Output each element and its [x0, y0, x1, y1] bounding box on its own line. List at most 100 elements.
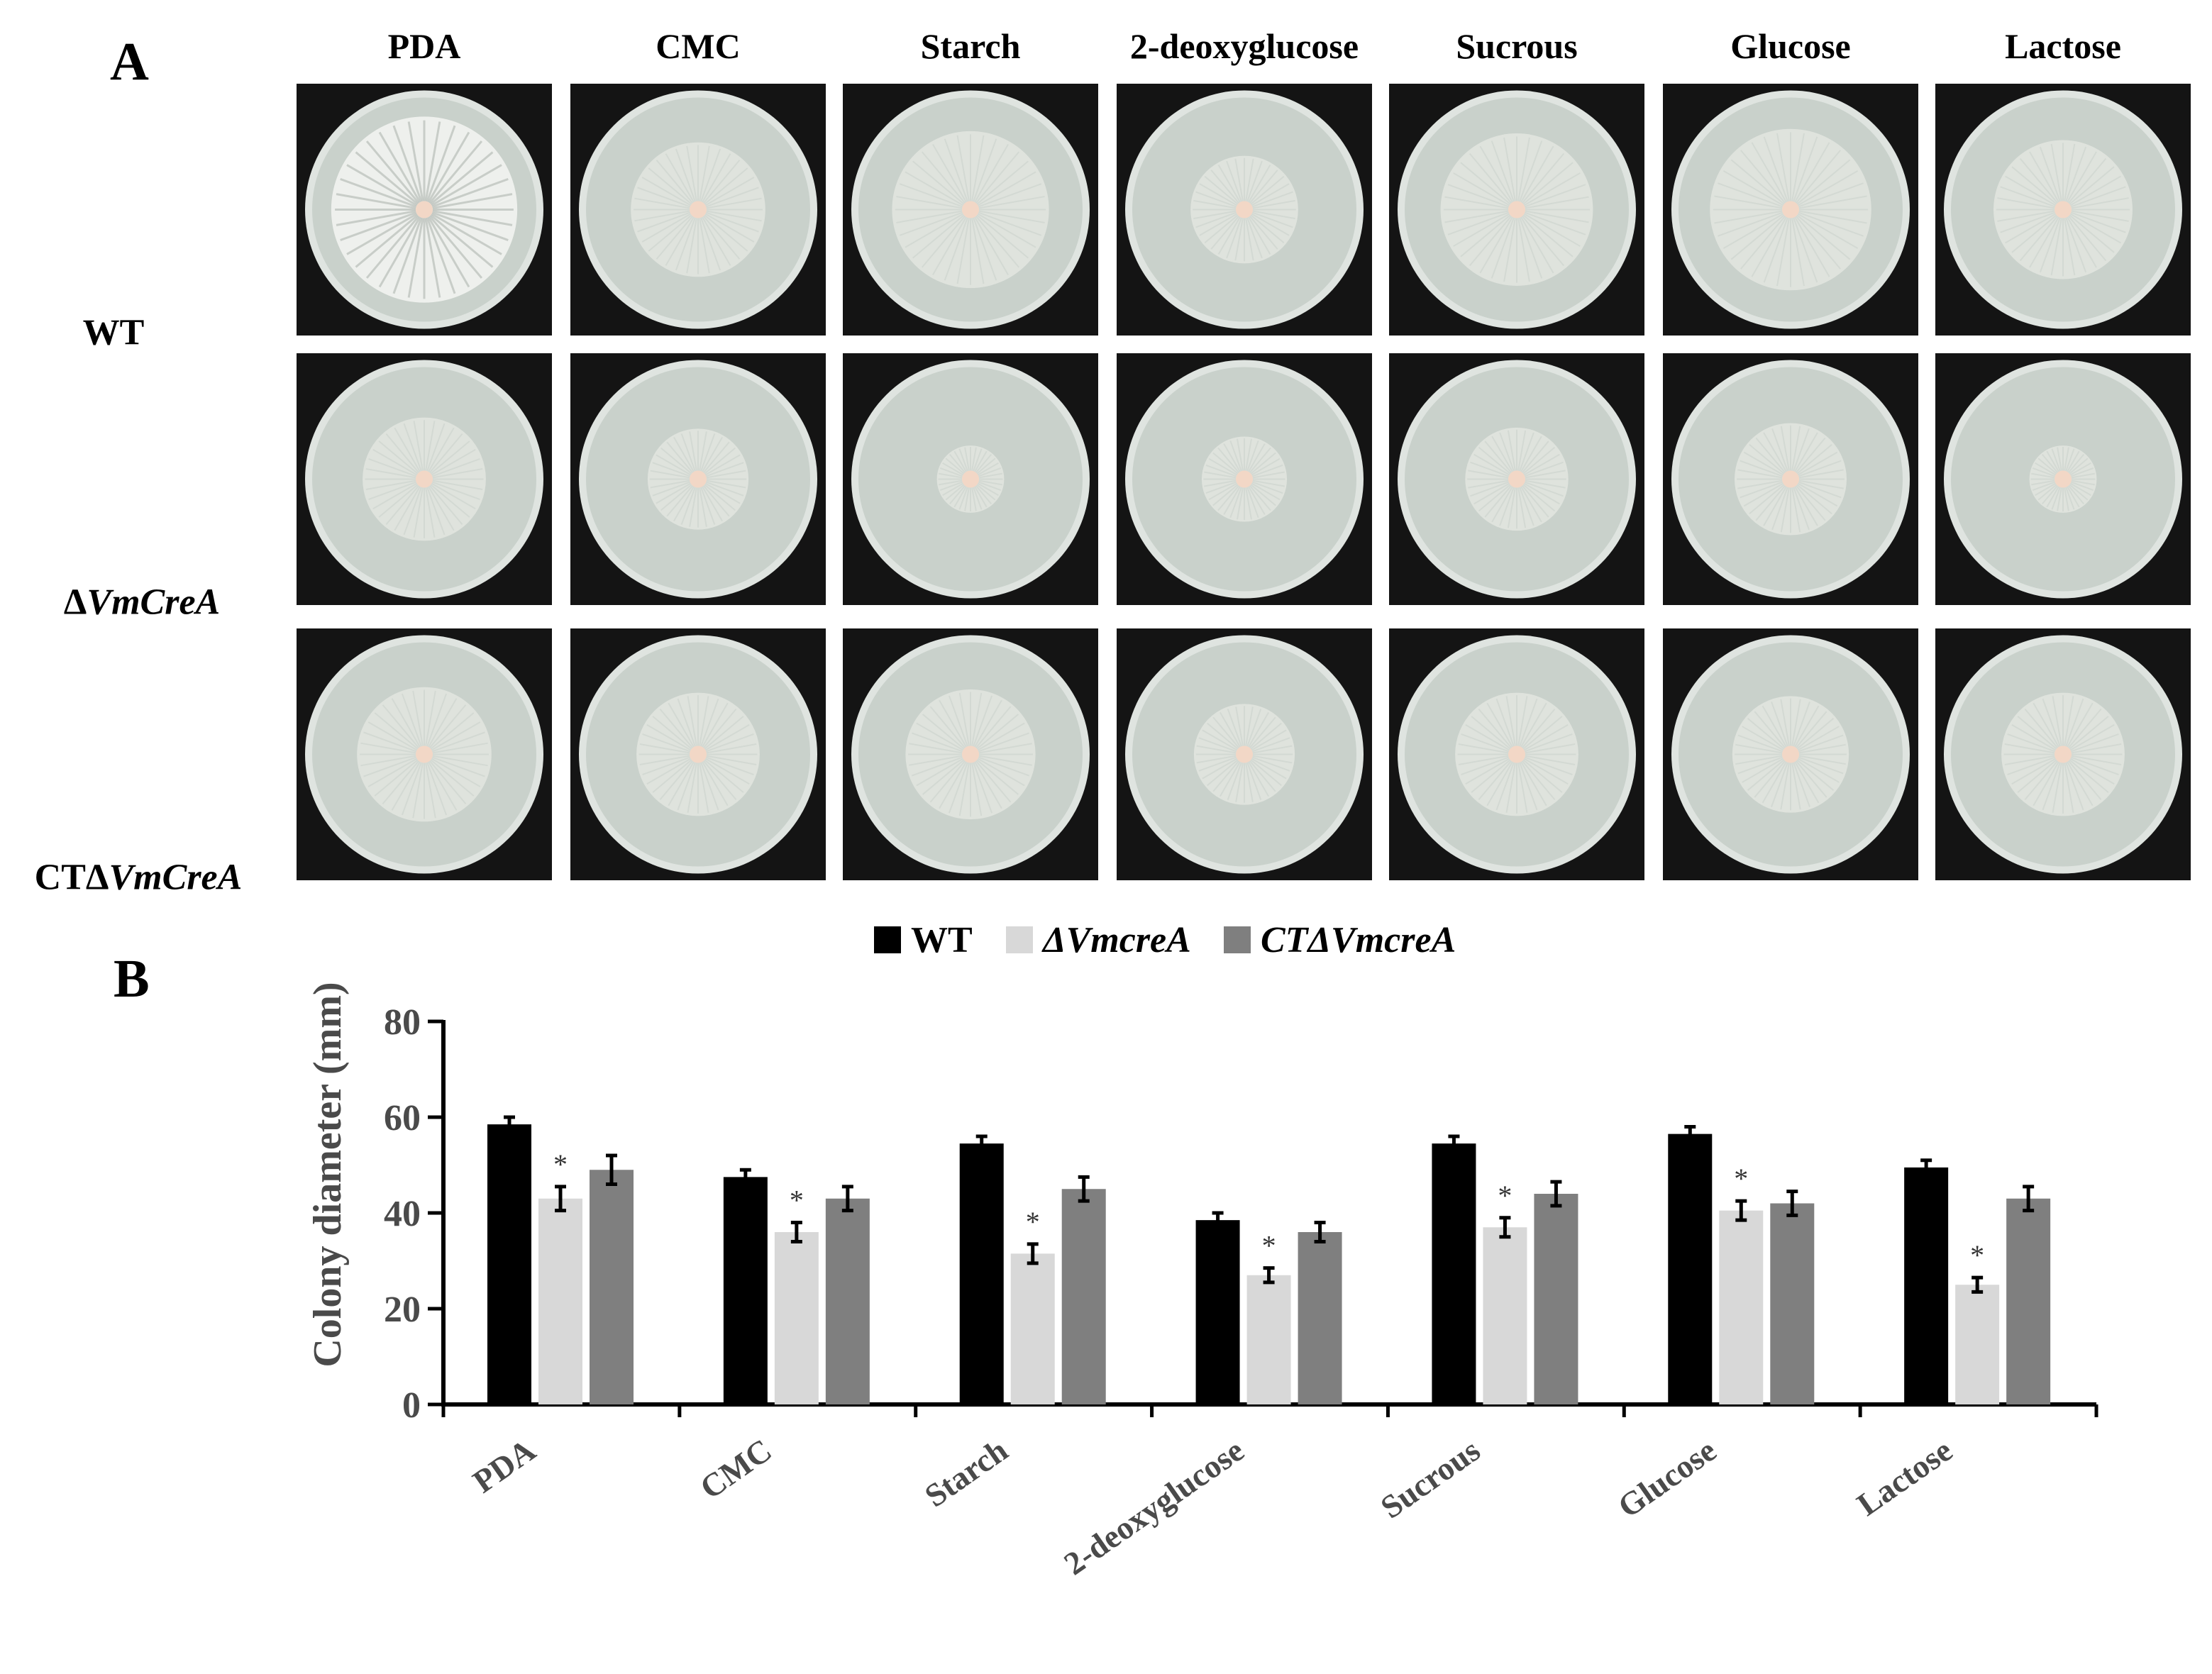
panel-b-label: B	[114, 949, 150, 1009]
bar-pda-1	[538, 1198, 582, 1404]
legend-item-0: WT	[874, 920, 973, 960]
bar-lactose-0	[1904, 1167, 1949, 1404]
significance-marker: *	[1734, 1163, 1748, 1194]
plate-1-4	[1389, 353, 1644, 605]
legend-item-2: CTΔVmcreA	[1224, 920, 1456, 960]
error-bar-pda-2	[606, 1153, 617, 1186]
significance-marker: *	[1262, 1230, 1276, 1262]
significance-marker: *	[790, 1185, 804, 1216]
panel-a: A PDA CMC Starch 2-deoxyglucose Sucrous Gluco…	[35, 26, 2191, 898]
plate-0-2	[843, 84, 1098, 336]
mycelial-plug	[690, 470, 707, 488]
mycelial-plug	[1782, 201, 1799, 218]
column-label-2-deoxyglucose: 2-deoxyglucose	[1130, 26, 1359, 66]
colony-streaks	[938, 446, 1003, 512]
mycelial-plug	[2055, 201, 2072, 218]
row-label-1: ΔVmCreA	[64, 582, 220, 623]
bar-starch-0	[959, 1143, 1004, 1404]
legend-swatch	[1224, 926, 1251, 953]
error-bar-pda-0	[504, 1115, 515, 1133]
plate-2-3	[1117, 628, 1372, 880]
significance-marker: *	[1498, 1180, 1512, 1212]
colony-streaks	[359, 689, 490, 819]
plate-0-3	[1117, 84, 1372, 336]
colony-streaks	[2030, 446, 2096, 512]
mycelial-plug	[690, 745, 707, 763]
colony-streaks	[1457, 695, 1576, 814]
mycelial-plug	[962, 470, 979, 488]
legend-label: CTΔVmcreA	[1261, 920, 1456, 960]
colony-streaks	[649, 431, 747, 528]
colony-streaks	[895, 134, 1046, 285]
column-labels: PDA CMC Starch 2-deoxyglucose Sucrous Glucose…	[388, 26, 2121, 66]
plate-1-0	[297, 353, 552, 605]
plate-1-1	[570, 353, 826, 605]
y-tick-label-40: 40	[384, 1194, 421, 1234]
plate-0-6	[1935, 84, 2191, 336]
bar-cmc-1	[774, 1232, 819, 1404]
bar-glucose-1	[1719, 1210, 1764, 1404]
plate-0-1	[570, 84, 826, 336]
colony-streaks	[638, 695, 758, 814]
plate-2-6	[1935, 628, 2191, 880]
error-bar-glucose-2	[1786, 1190, 1798, 1217]
bar-pda-2	[590, 1170, 634, 1404]
mycelial-plug	[1508, 201, 1525, 218]
colony-streaks	[1203, 438, 1285, 521]
bar-2-deoxyglucose-1	[1246, 1275, 1291, 1404]
colony-streaks	[1735, 698, 1847, 811]
bar-sucrous-0	[1432, 1143, 1476, 1404]
error-bar-2-deoxyglucose-1	[1263, 1266, 1275, 1285]
error-bar-cmc-1	[790, 1221, 802, 1243]
plate-2-5	[1663, 628, 1918, 880]
error-bar-sucrous-1	[1499, 1216, 1511, 1239]
mycelial-plug	[416, 201, 433, 218]
error-bar-starch-2	[1078, 1175, 1090, 1203]
y-tick-label-0: 0	[402, 1385, 421, 1426]
colony-streaks	[365, 420, 484, 538]
colony-streaks	[1737, 425, 1845, 533]
y-tick-label-60: 60	[384, 1098, 421, 1138]
plate-1-5	[1663, 353, 1918, 605]
mycelial-plug	[416, 470, 433, 488]
bar-starch-1	[1010, 1253, 1055, 1404]
bar-sucrous-2	[1534, 1194, 1578, 1404]
row-labels: WT ΔVmCreA CTΔVmCreA	[35, 313, 243, 898]
error-bar-lactose-0	[1920, 1158, 1932, 1177]
error-bar-starch-1	[1027, 1242, 1039, 1265]
y-tick-label-80: 80	[384, 1002, 421, 1043]
legend: WT ΔVmcreA CTΔVmcreA	[874, 920, 1456, 960]
plate-2-4	[1389, 628, 1644, 880]
significance-marker: *	[1026, 1206, 1040, 1238]
colony-streaks	[1195, 706, 1293, 803]
mycelial-plug	[1236, 745, 1253, 763]
mycelial-plug	[1508, 470, 1525, 488]
colony-streaks	[335, 120, 514, 299]
error-bar-sucrous-0	[1448, 1134, 1460, 1153]
error-bar-pda-1	[555, 1185, 566, 1213]
error-bar-cmc-0	[739, 1168, 751, 1186]
plate-1-2	[843, 353, 1098, 605]
legend-swatch	[1006, 926, 1033, 953]
legend-item-1: ΔVmcreA	[1006, 920, 1191, 960]
column-label-sucrous: Sucrous	[1456, 26, 1577, 66]
error-bar-glucose-1	[1735, 1199, 1747, 1222]
bar-lactose-1	[1955, 1285, 2000, 1404]
error-bar-glucose-0	[1684, 1125, 1696, 1143]
y-axis-title: Colony diameter (mm)	[306, 982, 350, 1367]
colony-streaks	[908, 692, 1033, 817]
bar-2-deoxyglucose-2	[1298, 1232, 1342, 1404]
error-bar-2-deoxyglucose-0	[1212, 1211, 1224, 1229]
legend-label: WT	[911, 920, 973, 960]
error-bar-cmc-2	[841, 1185, 853, 1213]
colony-streaks	[1443, 136, 1591, 283]
mycelial-plug	[1508, 745, 1525, 763]
plate-2-0	[297, 628, 552, 880]
mycelial-plug	[416, 745, 433, 763]
column-label-lactose: Lactose	[2005, 26, 2121, 66]
error-bar-lactose-1	[1972, 1275, 1984, 1294]
colony-streaks	[1467, 429, 1566, 529]
colony-streaks	[633, 145, 763, 275]
mycelial-plug	[2055, 745, 2072, 763]
